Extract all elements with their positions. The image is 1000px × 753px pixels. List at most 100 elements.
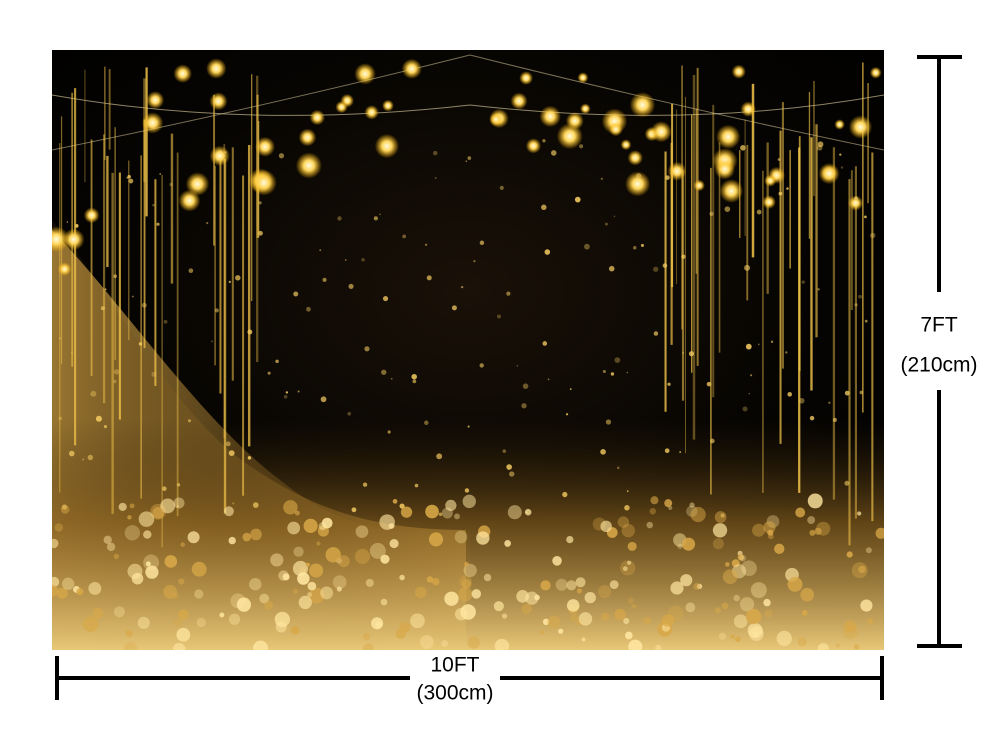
sparkle [412,379,417,384]
bokeh [463,563,477,578]
bokeh [196,617,206,628]
sparkle [499,185,504,190]
bokeh [425,504,439,519]
bokeh [320,586,334,600]
sparkle [210,340,213,343]
sparkle [152,203,155,207]
bokeh [316,541,321,546]
sparkle [748,392,751,395]
sparkle [278,153,285,159]
sparkle [347,411,352,416]
sparkle [432,150,438,156]
bokeh [307,581,317,591]
bokeh [249,578,262,591]
sparkle [436,453,443,460]
bokeh [817,643,829,650]
bokeh [521,603,532,615]
sparkle [68,450,75,457]
sparkle [176,483,181,487]
bokeh [800,587,814,602]
sparkle [522,383,529,389]
sparkle [569,388,572,390]
sparkle [306,306,311,312]
sparkle [479,363,484,368]
bokeh [768,533,774,540]
bokeh [54,523,64,532]
light-bulb [335,100,348,114]
bokeh [392,498,398,504]
light-bulb [62,228,85,251]
sparkle [770,340,774,343]
sparkle [162,486,167,491]
bokeh [164,555,178,568]
sparkle [706,381,712,387]
sparkle [113,369,120,375]
sparkle [785,351,788,354]
sparkle [547,378,550,381]
light-bulb [625,171,651,197]
light-bulb [141,112,164,134]
sparkle [426,275,432,281]
bokeh [712,523,728,538]
sparkle [141,302,147,308]
sparkle [87,454,94,461]
bokeh [308,587,325,604]
sparkle [839,153,842,156]
sparkle [373,216,378,221]
bokeh [395,628,406,639]
bokeh [293,546,304,557]
sparkle [506,291,511,296]
sparkle [464,488,470,493]
bokeh [581,637,586,642]
light-bulb [209,145,230,167]
bokeh [741,560,757,576]
light-bulb [401,58,422,79]
sparkle [319,249,322,252]
bokeh [365,578,374,587]
sparkle [521,403,527,409]
sparkle [688,351,695,357]
sparkle [786,187,789,190]
sparkle [206,222,209,225]
bokeh [494,638,510,650]
light-bulb [251,169,277,196]
sparkle [777,158,781,161]
sparkle [840,166,844,169]
sparkle [681,254,686,259]
bokeh [445,499,457,512]
bokeh [696,583,703,590]
light-bulb [762,195,776,209]
sparkle [414,483,419,488]
sparkle [214,308,219,313]
bokeh [264,600,274,610]
sparkle [574,196,581,203]
sparkle [870,232,876,239]
bokeh [643,616,651,625]
bokeh [125,629,133,638]
sparkle [320,396,327,403]
sparkle [801,280,805,284]
sparkle [640,243,645,248]
sparkle [258,230,263,236]
width-dimension: 10FT (300cm) [55,654,884,705]
bokeh [52,585,59,597]
bokeh [223,506,234,517]
bokeh [88,581,102,595]
bokeh [138,511,155,527]
bokeh [598,585,612,599]
sparkle [113,274,117,279]
bokeh [419,635,434,649]
sparkle [724,206,731,212]
sparkle [626,371,629,374]
bokeh [677,543,683,550]
sparkle [584,243,590,250]
bokeh [297,572,310,585]
bokeh [124,525,140,541]
bokeh [853,644,860,650]
light-bulb [764,174,777,187]
bokeh [631,604,637,609]
sparkle [745,343,752,350]
bokeh [570,614,579,623]
light-bulb [374,133,400,159]
light-bulb [173,64,193,83]
